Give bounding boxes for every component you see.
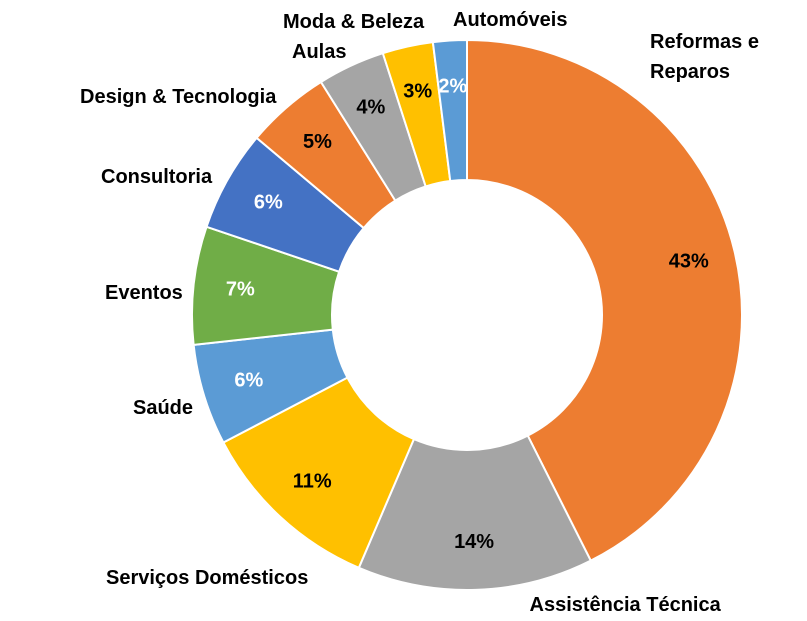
category-label: Reformas e Reparos [650, 31, 759, 83]
value-label: 2% [438, 76, 467, 98]
donut-slice [466, 38, 743, 562]
value-label: 6% [234, 370, 263, 392]
value-label: 11% [293, 471, 332, 493]
category-label: Design & Tecnologia [80, 86, 277, 108]
category-label: Consultoria [101, 166, 213, 188]
value-label: 6% [254, 191, 283, 213]
value-label: 14% [454, 531, 494, 553]
category-label: Moda & Beleza [283, 11, 425, 33]
donut-slice [431, 38, 468, 183]
value-label: 3% [403, 81, 432, 103]
donut-slice [357, 434, 593, 591]
category-label: Eventos [105, 282, 183, 304]
category-label: Assistência Técnica [529, 594, 721, 616]
category-label: Serviços Domésticos [106, 567, 309, 589]
value-label: 4% [356, 97, 385, 119]
value-label: 7% [226, 279, 255, 301]
category-label: Saúde [133, 397, 194, 419]
category-label: Aulas [292, 41, 347, 63]
value-label: 5% [303, 131, 332, 153]
category-label: Automóveis [453, 9, 568, 31]
value-label: 43% [669, 251, 709, 273]
